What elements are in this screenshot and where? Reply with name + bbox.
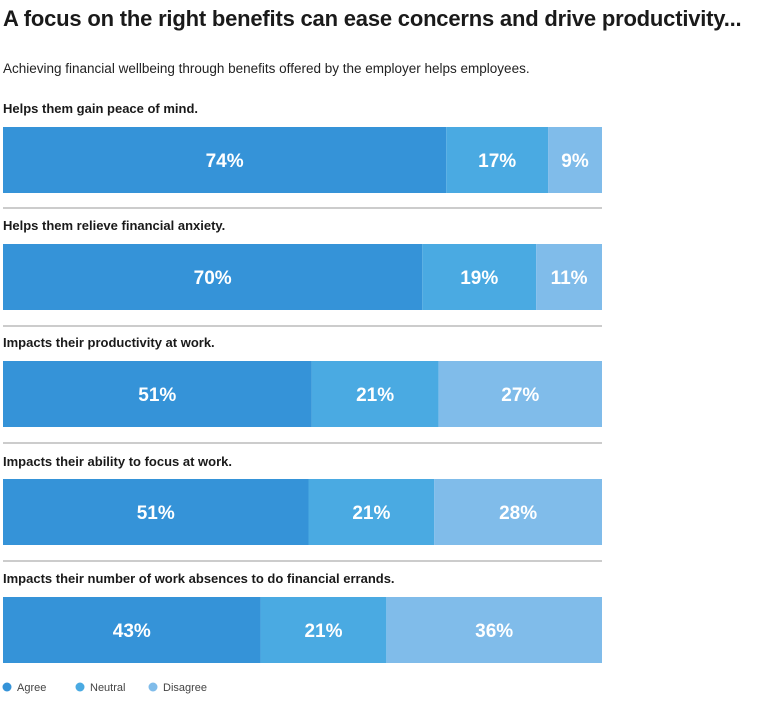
data-label: 17% bbox=[478, 151, 516, 172]
legend-label: Agree bbox=[17, 682, 46, 694]
chart-subtitle: Achieving financial wellbeing through be… bbox=[3, 61, 530, 76]
bar-segment-agree bbox=[3, 479, 309, 545]
data-label: 51% bbox=[138, 385, 176, 406]
legend-marker-agree bbox=[2, 682, 12, 692]
legend-label: Disagree bbox=[163, 682, 207, 694]
category-label: Impacts their ability to focus at work. bbox=[3, 454, 232, 469]
bar-segment-neutral bbox=[311, 361, 439, 427]
category-label: Impacts their number of work absences to… bbox=[3, 571, 395, 586]
category-label: Helps them gain peace of mind. bbox=[3, 101, 198, 116]
bar-segment-disagree bbox=[438, 361, 602, 427]
bar-segment-disagree bbox=[548, 127, 602, 193]
data-label: 36% bbox=[475, 621, 513, 642]
data-label: 70% bbox=[194, 268, 232, 289]
data-label: 74% bbox=[206, 151, 244, 172]
data-label: 9% bbox=[561, 151, 589, 172]
data-label: 43% bbox=[113, 621, 151, 642]
bar-segment-disagree bbox=[434, 479, 602, 545]
bar-segment-disagree bbox=[536, 244, 602, 310]
data-label: 28% bbox=[499, 503, 537, 524]
bar-segment-neutral bbox=[446, 127, 549, 193]
bar-segment-agree bbox=[3, 127, 447, 193]
data-label: 21% bbox=[356, 385, 394, 406]
bar-segment-agree bbox=[3, 244, 423, 310]
legend-label: Neutral bbox=[90, 682, 125, 694]
bar-segment-disagree bbox=[386, 597, 602, 663]
data-label: 51% bbox=[137, 503, 175, 524]
bar-segment-neutral bbox=[422, 244, 537, 310]
bar-segment-agree bbox=[3, 361, 312, 427]
data-label: 19% bbox=[460, 268, 498, 289]
data-label: 21% bbox=[352, 503, 390, 524]
category-label: Impacts their productivity at work. bbox=[3, 335, 215, 350]
bar-segment-agree bbox=[3, 597, 261, 663]
data-label: 27% bbox=[501, 385, 539, 406]
data-label: 11% bbox=[551, 268, 588, 289]
legend-marker-disagree bbox=[148, 682, 158, 692]
data-label: 21% bbox=[304, 621, 342, 642]
chart-title: A focus on the right benefits can ease c… bbox=[3, 6, 742, 31]
category-label: Helps them relieve financial anxiety. bbox=[3, 218, 225, 233]
bar-segment-neutral bbox=[260, 597, 387, 663]
legend-marker-neutral bbox=[75, 682, 85, 692]
bar-segment-neutral bbox=[308, 479, 435, 545]
